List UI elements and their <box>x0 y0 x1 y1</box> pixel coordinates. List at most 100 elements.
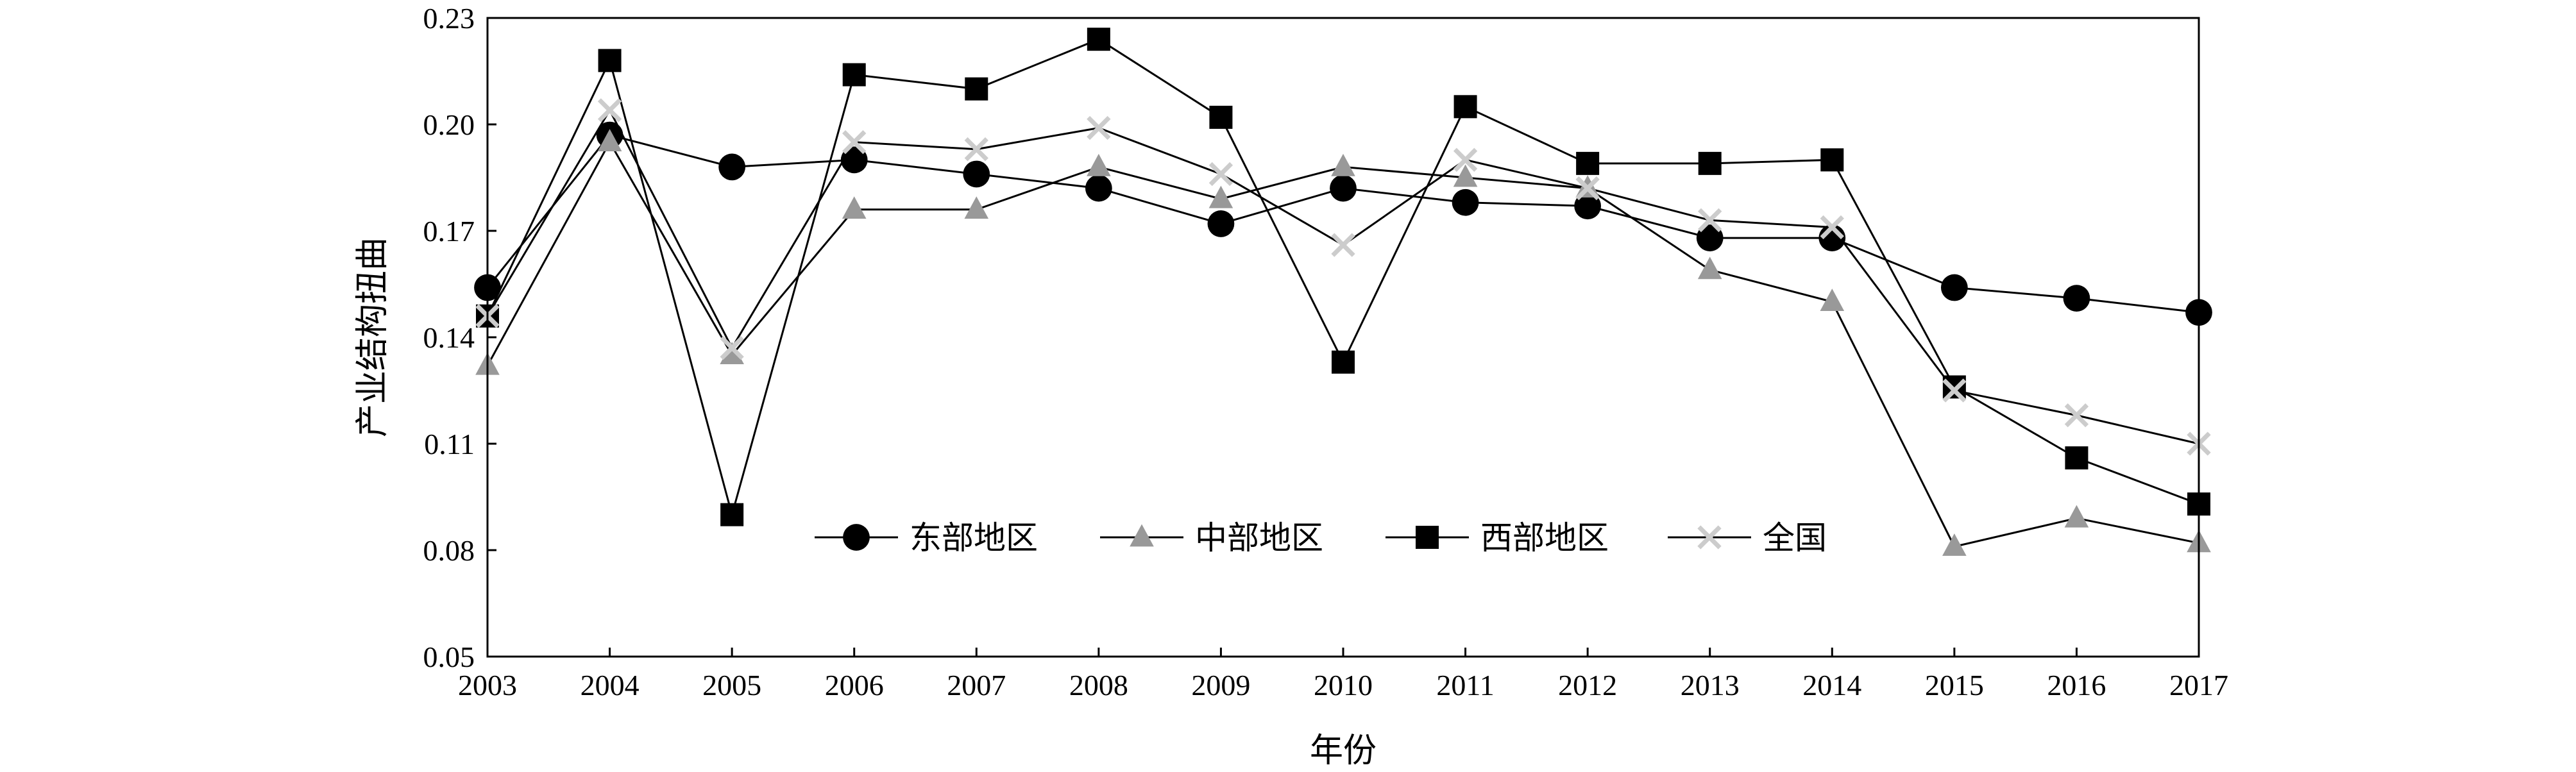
data-point-s1-2008 <box>1085 174 1112 202</box>
x-marker-stroke <box>1331 233 1355 257</box>
data-point-s4-2007 <box>964 137 988 162</box>
plot-area-frame <box>486 17 2200 658</box>
data-point-s4-2004 <box>597 98 622 122</box>
data-point-s3-2016 <box>2065 446 2089 470</box>
data-point-s4-2016 <box>2064 403 2089 428</box>
y-axis: 0.05 0.08 0.11 0.14 0.17 0.20 0.23 <box>423 2 496 673</box>
x-tick-label: 2016 <box>2047 669 2106 701</box>
data-point-s1-2016 <box>2063 285 2090 312</box>
series-line-3 <box>486 38 2199 519</box>
y-tick-label: 0.20 <box>423 108 475 141</box>
x-tick-label: 2004 <box>580 669 640 701</box>
x-tick-label: 2013 <box>1681 669 1740 701</box>
legend-marker <box>1130 524 1154 547</box>
data-point-s2-2015 <box>1942 533 1967 556</box>
data-point-s3-2013 <box>1698 151 1722 175</box>
y-tick-label: 0.08 <box>423 534 475 567</box>
data-point-s3-2014 <box>1820 148 1844 172</box>
data-point-s2-2009 <box>1208 185 1233 208</box>
data-point-s1-2015 <box>1940 274 1968 301</box>
x-tick-label: 2003 <box>458 669 517 701</box>
x-marker-stroke <box>597 98 622 122</box>
data-point-s3-2008 <box>1087 28 1110 51</box>
x-marker-stroke <box>1698 208 1722 233</box>
data-point-s3-2007 <box>965 77 988 101</box>
x-tick-label: 2007 <box>947 669 1006 701</box>
x-marker-stroke <box>1208 162 1233 187</box>
data-point-s4-2006 <box>842 130 867 155</box>
data-point-s4-2010 <box>1331 233 1355 257</box>
data-point-s3-2005 <box>720 503 744 526</box>
data-point-s1-2012 <box>1574 192 1602 220</box>
data-point-s3-2011 <box>1453 95 1477 119</box>
data-point-s1-2005 <box>718 153 746 181</box>
x-tick-label: 2009 <box>1191 669 1250 701</box>
legend: 东部地区 中部地区 西部地区 全国 <box>815 519 1827 557</box>
series-markers <box>474 28 2212 556</box>
data-point-s2-2014 <box>1820 289 1845 312</box>
data-point-s3-2006 <box>842 63 866 87</box>
data-point-s4-2015 <box>1942 378 1967 403</box>
data-point-s3-2009 <box>1209 105 1233 129</box>
x-marker-stroke <box>1087 115 1111 140</box>
legend-label: 中部地区 <box>1195 519 1323 557</box>
data-point-s1-2013 <box>1696 224 1724 251</box>
x-tick-label: 2008 <box>1069 669 1128 701</box>
data-point-s2-2007 <box>964 196 989 219</box>
x-marker-stroke <box>1820 215 1844 240</box>
y-axis-title: 产业结构扭曲 <box>353 237 392 437</box>
data-point-s2-2010 <box>1331 153 1355 176</box>
data-point-s3-2012 <box>1576 151 1600 175</box>
x-tick-label: 2012 <box>1558 669 1617 701</box>
y-tick-label: 0.11 <box>424 428 475 460</box>
data-point-s4-2012 <box>1575 176 1600 201</box>
x-marker-stroke <box>720 335 744 360</box>
data-point-s1-2007 <box>963 160 990 188</box>
y-tick-label: 0.23 <box>423 2 475 35</box>
data-point-s2-2008 <box>1087 153 1111 176</box>
data-point-s1-2009 <box>1207 210 1235 237</box>
data-point-s4-2014 <box>1820 215 1844 240</box>
data-point-s3-2015 <box>1942 375 1966 399</box>
data-point-s2-2004 <box>597 129 622 152</box>
data-point-s4-2008 <box>1087 115 1111 140</box>
x-marker-stroke <box>1575 176 1600 201</box>
legend-label: 东部地区 <box>910 519 1038 557</box>
data-point-s4-2013 <box>1698 208 1722 233</box>
x-axis-title: 年份 <box>1310 732 1377 770</box>
data-point-s2-2013 <box>1697 256 1722 280</box>
legend-label: 西部地区 <box>1480 519 1609 557</box>
data-point-s2-2005 <box>720 342 744 365</box>
y-tick-label: 0.14 <box>423 321 475 354</box>
data-point-s4-2009 <box>1208 162 1233 187</box>
data-point-s1-2011 <box>1452 189 1479 216</box>
legend-marker <box>1697 525 1722 550</box>
x-axis: 2003 2004 2005 2006 2007 2008 2009 2010 2011 2012… <box>458 648 2228 701</box>
data-point-s1-2006 <box>840 146 868 174</box>
x-tick-label: 2014 <box>1802 669 1861 701</box>
y-tick-label: 0.05 <box>423 641 475 673</box>
y-tick-label: 0.17 <box>423 215 475 248</box>
x-marker-stroke <box>1697 525 1722 550</box>
data-point-s2-2016 <box>2064 505 2089 528</box>
data-point-s3-2010 <box>1332 350 1355 374</box>
x-tick-label: 2006 <box>825 669 884 701</box>
legend-marker <box>1416 526 1439 549</box>
legend-marker <box>843 524 870 551</box>
data-point-s4-2011 <box>1453 147 1478 172</box>
data-point-s2-2006 <box>842 196 867 219</box>
x-tick-label: 2005 <box>702 669 761 701</box>
data-point-s4-2005 <box>720 335 744 360</box>
data-point-s3-2004 <box>598 49 622 72</box>
x-tick-label: 2010 <box>1314 669 1373 701</box>
x-marker-stroke <box>2064 403 2089 428</box>
x-tick-label: 2011 <box>1436 669 1494 701</box>
data-point-s1-2010 <box>1330 174 1357 202</box>
x-marker-stroke <box>964 137 988 162</box>
x-tick-label: 2017 <box>2169 669 2228 701</box>
legend-label: 全国 <box>1763 519 1827 557</box>
x-marker-stroke <box>1942 378 1967 403</box>
series-line-2 <box>486 140 2199 548</box>
x-tick-label: 2015 <box>1925 669 1984 701</box>
